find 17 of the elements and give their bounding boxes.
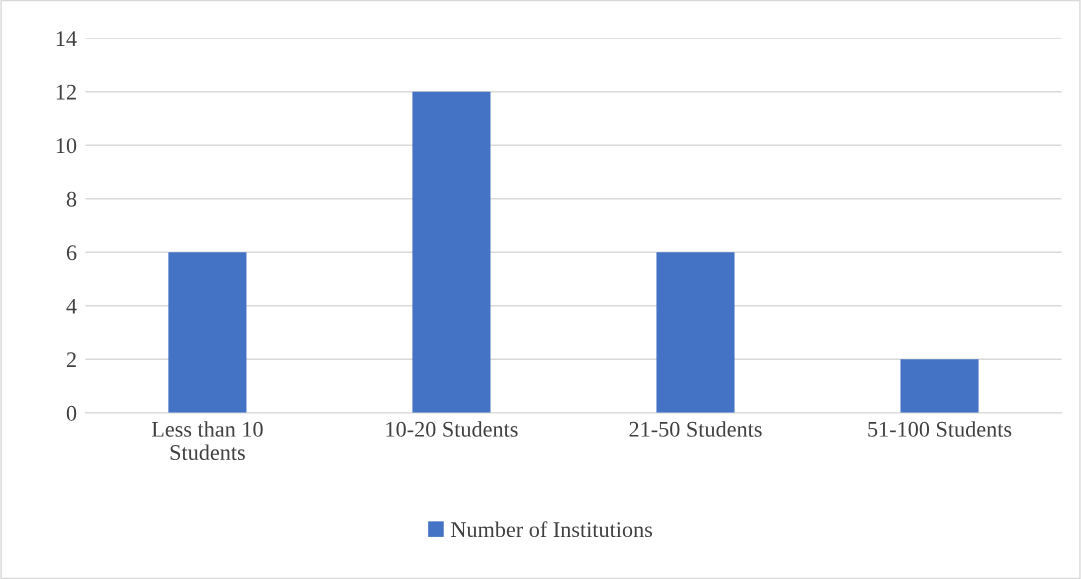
y-tick-label: 12 <box>56 84 76 100</box>
x-tick-label: 21-50 Students <box>629 421 762 437</box>
bar <box>900 359 979 413</box>
y-tick-label: 6 <box>66 245 77 261</box>
y-tick-label: 10 <box>56 138 77 154</box>
y-tick-label: 2 <box>66 352 76 368</box>
bar <box>168 252 247 413</box>
bar <box>656 252 735 413</box>
x-tick-label: 10-20 Students <box>386 421 518 437</box>
x-tick-label: Less than 10 Students <box>151 421 263 461</box>
y-tick-label: 8 <box>66 191 77 207</box>
y-tick-label: 4 <box>66 298 77 314</box>
y-tick-label: 14 <box>56 31 77 46</box>
x-tick-label: 51-100 Students <box>868 421 1012 437</box>
bar <box>412 91 491 413</box>
y-tick-label: 0 <box>66 405 77 421</box>
legend-label: Number of Institutions <box>451 521 653 538</box>
